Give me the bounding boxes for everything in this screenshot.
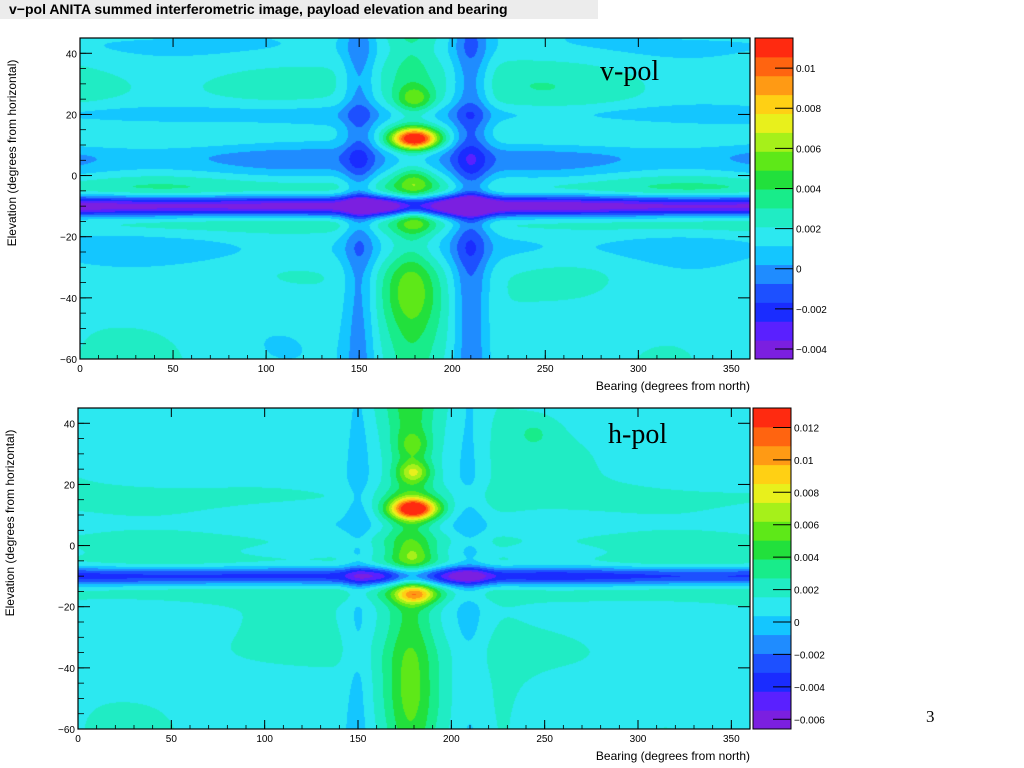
y-tick-label: −60 [58,725,75,736]
colorbar-swatch [755,75,793,96]
y-axis-title: Elevation (degrees from horizontal) [3,430,17,617]
colorbar-tick-label: 0.01 [796,64,816,75]
colorbar-frame [752,407,792,730]
heatmap-image [78,408,750,729]
x-tick-label: 200 [444,364,461,375]
colorbar-tick-label: 0.012 [794,423,819,434]
colorbar-tick-label: 0.006 [794,521,819,532]
colorbar-swatch [753,559,791,579]
y-tick-label: −40 [58,664,75,675]
colorbar-swatch [753,521,791,541]
colorbar-swatch [753,615,791,636]
x-axis-title: Bearing (degrees from north) [596,749,750,763]
colorbar-tick-label: 0.004 [794,553,819,564]
colorbar-swatch [753,653,791,673]
x-tick-label: 300 [630,364,647,375]
heatmap-image [80,38,750,359]
y-axis-title: Elevation (degrees from horizontal) [5,60,19,247]
x-tick-label: 0 [77,364,83,375]
colorbar-swatch [755,151,793,171]
colorbar-tick-label: 0 [794,618,800,629]
colorbar-swatch [755,302,793,322]
x-tick-label: 150 [351,364,368,375]
colorbar-swatch [755,207,793,228]
x-tick-label: 150 [350,734,367,745]
colorbar-swatch [753,408,791,428]
y-tick-label: 40 [64,419,76,430]
colorbar-swatch [755,321,793,341]
colorbar-tick-label: 0.01 [794,456,814,467]
x-tick-label: 50 [167,364,179,375]
x-axis-title: Bearing (degrees from north) [596,379,750,393]
colorbar-swatch [753,502,791,522]
colorbar-swatch [755,245,793,266]
x-tick-label: 300 [630,734,647,745]
colorbar-swatch [755,132,793,152]
y-tick-label: 20 [64,480,76,491]
y-tick-label: −40 [60,294,77,305]
colorbar-swatch [755,283,793,303]
x-tick-label: 350 [723,734,740,745]
colorbar-swatch [753,577,791,598]
colorbar-tick-label: 0.004 [796,184,821,195]
vpol-panel: 0 50 100 150 200 250 300 350 −60 −40 −20 0 20 40 Beari… [5,37,827,393]
colorbar-tick-label: 0 [796,265,802,276]
colorbar-swatch [753,710,791,730]
colorbar-swatch [755,264,793,284]
colorbar-tick-label: −0.004 [796,345,827,356]
x-tick-label: 100 [256,734,273,745]
colorbar-tick-label: 0.002 [796,225,821,236]
page-number: 3 [926,707,935,726]
polarization-label: v-pol [600,56,659,87]
colorbar-tick-label: −0.004 [794,683,825,694]
colorbar-tick-label: −0.002 [794,650,825,661]
colorbar-swatch [753,483,791,503]
colorbar-swatch [755,113,793,133]
title-box: v−pol ANITA summed interferometric image… [0,0,598,19]
colorbar-swatch [753,464,791,485]
colorbar-tick-label: −0.006 [794,715,825,726]
y-tick-label: 40 [66,49,78,60]
colorbar-swatch [753,540,791,560]
x-tick-label: 0 [75,734,81,745]
x-tick-label: 350 [723,364,740,375]
colorbar-swatch [753,634,791,654]
x-tick-label: 250 [537,364,554,375]
y-tick-label: −20 [58,603,75,614]
y-tick-label: 0 [69,542,75,553]
colorbar-swatch [753,691,791,711]
colorbar-swatch [755,94,793,115]
x-tick-label: 50 [166,734,178,745]
colorbar-swatch [753,672,791,692]
colorbar-tick-label: 0.008 [794,488,819,499]
colorbar-swatch [755,170,793,190]
colorbar-tick-label: 0.008 [796,104,821,115]
x-tick-label: 100 [258,364,275,375]
colorbar-tick-label: −0.002 [796,305,827,316]
hpol-panel: 0 50 100 150 200 250 300 350 −60 −40 −20 0 20 40 Beari… [3,407,825,763]
colorbar-swatch [753,445,791,466]
y-tick-label: −20 [60,233,77,244]
y-tick-label: 20 [66,110,78,121]
colorbar-swatch [755,189,793,209]
y-tick-label: −60 [60,355,77,366]
x-tick-label: 250 [536,734,553,745]
y-tick-label: 0 [71,172,77,183]
x-tick-label: 200 [443,734,460,745]
colorbar-swatch [753,596,791,617]
colorbar-frame [754,37,794,360]
colorbar-swatch [753,426,791,447]
colorbar-swatch [755,56,793,77]
colorbar-swatch [755,340,793,360]
colorbar-swatch [755,226,793,247]
chart-title: v−pol ANITA summed interferometric image… [9,1,508,17]
colorbar-tick-label: 0.006 [796,144,821,155]
colorbar-tick-label: 0.002 [794,586,819,597]
polarization-label: h-pol [608,419,667,450]
colorbar-swatch [755,38,793,58]
